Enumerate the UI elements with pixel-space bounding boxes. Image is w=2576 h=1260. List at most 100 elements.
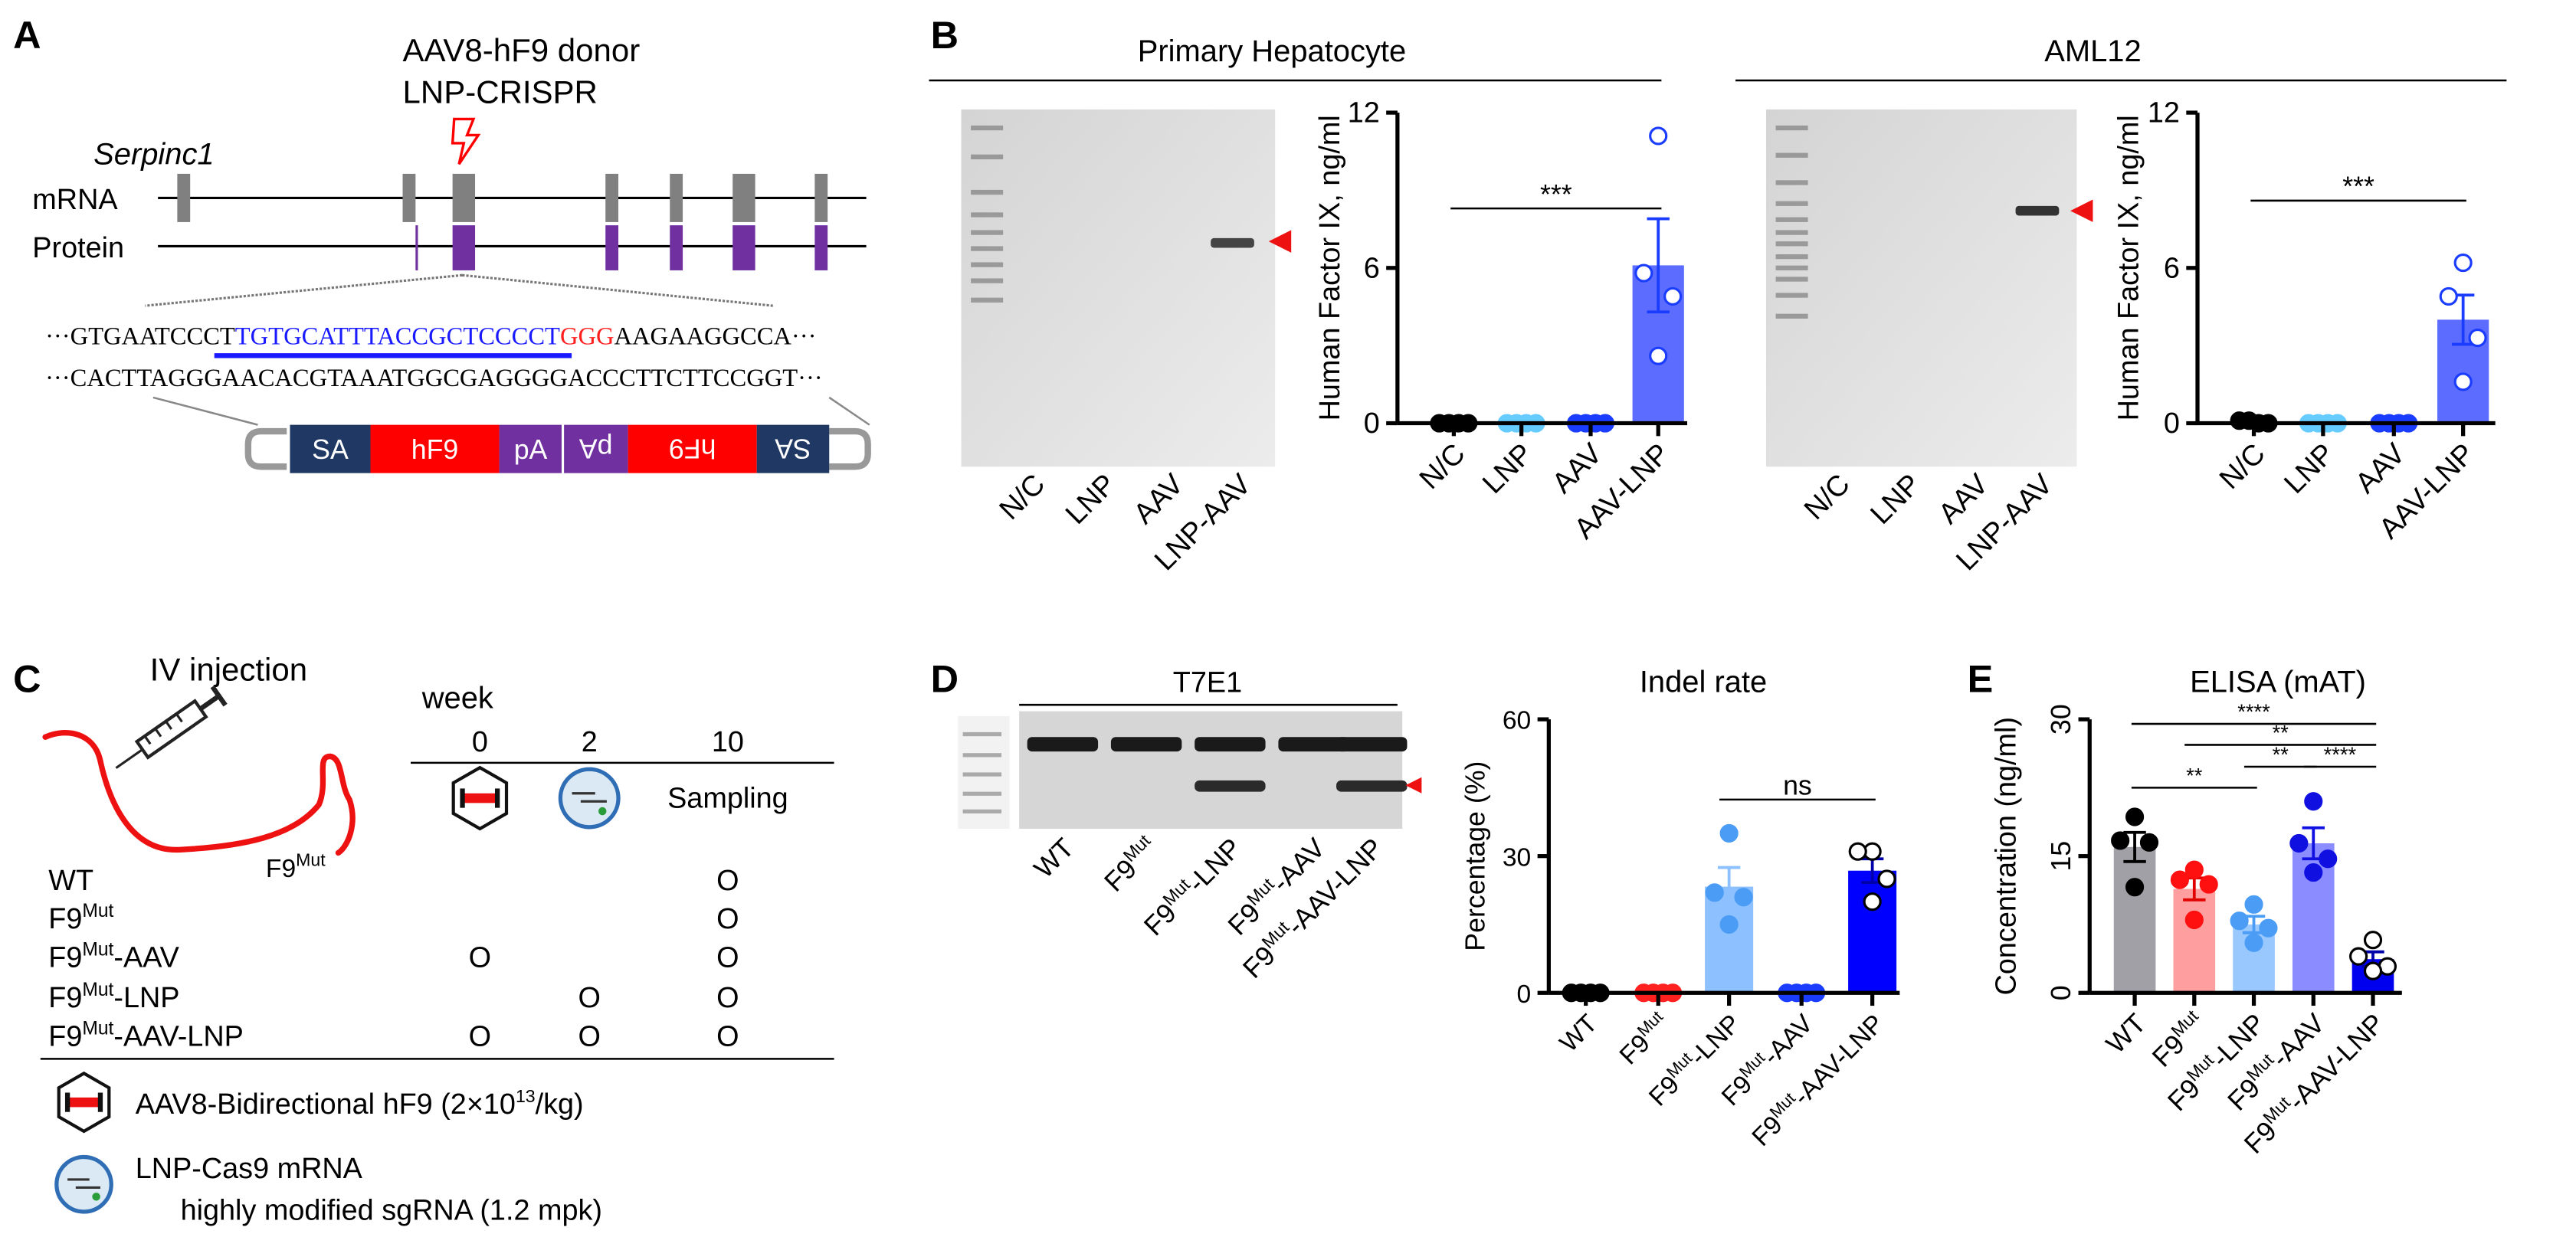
schedule-mark: O (716, 903, 739, 935)
construct-label: SA (312, 434, 349, 465)
ladder-band (1775, 241, 1808, 247)
panel-label-d: D (931, 656, 959, 700)
panel-label-b: B (931, 13, 959, 57)
group-label-sup: Mut (82, 980, 113, 1000)
x-tick-label: N/C (2214, 437, 2272, 496)
data-point (2363, 961, 2383, 980)
dna-band (2015, 205, 2060, 216)
legend-aav-sup: 13 (516, 1086, 536, 1106)
mrna-exon (732, 173, 755, 222)
data-point (2259, 918, 2278, 938)
ladder-band (971, 154, 1004, 159)
seq-pam: GGG (560, 323, 615, 351)
injection-label: IV injection (150, 652, 307, 688)
itr-end (64, 1092, 70, 1112)
week-10: 10 (712, 726, 744, 758)
ladder-band (971, 278, 1004, 283)
dna-band-cleaved (1336, 780, 1408, 792)
x-tick-label: AAV (2349, 437, 2412, 500)
sampling-label: Sampling (667, 783, 788, 815)
y-tick-label: 30 (1503, 843, 1531, 872)
itr-left-icon (244, 427, 287, 470)
data-point (2289, 833, 2309, 853)
schedule-mark: O (469, 1021, 491, 1053)
ladder-band (1775, 293, 1808, 298)
ladder-band (1775, 201, 1808, 206)
group-label: WT (48, 865, 93, 897)
seq-prefix: ···GTGAATCCCT (45, 323, 235, 351)
ladder-band (971, 230, 1004, 235)
ladder-band (1775, 230, 1808, 235)
group-label: F9Mut-LNP (48, 980, 179, 1014)
band-arrow-icon (1405, 777, 1422, 794)
ladder-band (1775, 152, 1808, 158)
dna-band-uncut (1278, 737, 1349, 752)
ladder-band (1775, 277, 1808, 282)
seq-suffix: AAGAAGGCCA··· (614, 323, 816, 351)
significance-label: **** (2237, 700, 2270, 724)
chart-title: ELISA (mAT) (2190, 665, 2366, 699)
construct-segment-1 (370, 424, 500, 473)
ladder-band (971, 297, 1004, 303)
itr-end (494, 788, 500, 808)
protein-exon (452, 225, 476, 270)
transgene-bar (461, 793, 499, 803)
zoom-lines (145, 273, 773, 307)
data-point (1719, 823, 1739, 843)
group-label-rest: -AAV (113, 942, 179, 974)
data-point (1705, 883, 1724, 902)
gel-lane-label: LNP (1060, 468, 1122, 531)
y-axis-label: Human Factor IX, ng/ml (1314, 115, 1346, 421)
data-point (2111, 831, 2130, 850)
data-point (1634, 263, 1653, 283)
group-label-base: WT (48, 865, 93, 897)
dna-band (1211, 237, 1254, 248)
schedule-mark: O (716, 982, 739, 1014)
legend-lnp-line2: highly modified sgRNA (1.2 mpk) (181, 1194, 602, 1226)
week-label: week (421, 681, 494, 715)
x-tick-label: F9Mut (1612, 1007, 1676, 1071)
ladder-band (1775, 313, 1808, 319)
mrna-exon (670, 173, 683, 222)
ladder-band (971, 212, 1004, 218)
y-tick-label: 12 (2148, 97, 2180, 129)
protein-exon (670, 225, 683, 270)
gel-background (1765, 109, 2077, 467)
construct-zoom-lines (152, 396, 870, 426)
aml12-title: AML12 (2044, 34, 2141, 68)
significance-label: *** (2342, 172, 2374, 202)
mouse-label-sup: Mut (296, 849, 326, 869)
ladder-band (1775, 265, 1808, 270)
construct-segment-3 (563, 424, 628, 473)
y-tick-label: 0 (1517, 980, 1532, 1009)
data-point (2439, 286, 2458, 306)
itr-right-icon (829, 427, 871, 470)
ladder-band (962, 809, 1002, 814)
y-tick-label: 0 (1364, 407, 1380, 440)
chart-title: Indel rate (1640, 665, 1767, 699)
significance-label: ** (2273, 743, 2289, 767)
bar-0 (2113, 846, 2156, 993)
x-tick-label-base: LNP (2278, 437, 2341, 500)
ladder-band (1775, 217, 1808, 222)
gel-lane-label-base: WT (1028, 833, 1080, 885)
lnp-shell (54, 1154, 113, 1214)
schedule-mark: O (716, 865, 739, 897)
week-2: 2 (582, 726, 598, 758)
ladder-band (971, 262, 1004, 267)
group-label-base: F9 (48, 903, 82, 935)
construct-segment-4 (628, 424, 757, 473)
x-tick-label: N/C (1414, 437, 1472, 496)
schedule-mark: O (716, 1021, 739, 1053)
x-tick-label: LNP (1476, 437, 1539, 500)
protein-exon (732, 225, 755, 270)
panel-label-c: C (13, 656, 41, 700)
y-tick-label: 0 (2164, 407, 2180, 440)
construct-segment-0 (290, 424, 371, 473)
x-tick-label-base: N/C (2214, 437, 2272, 496)
protein-exon (605, 225, 619, 270)
